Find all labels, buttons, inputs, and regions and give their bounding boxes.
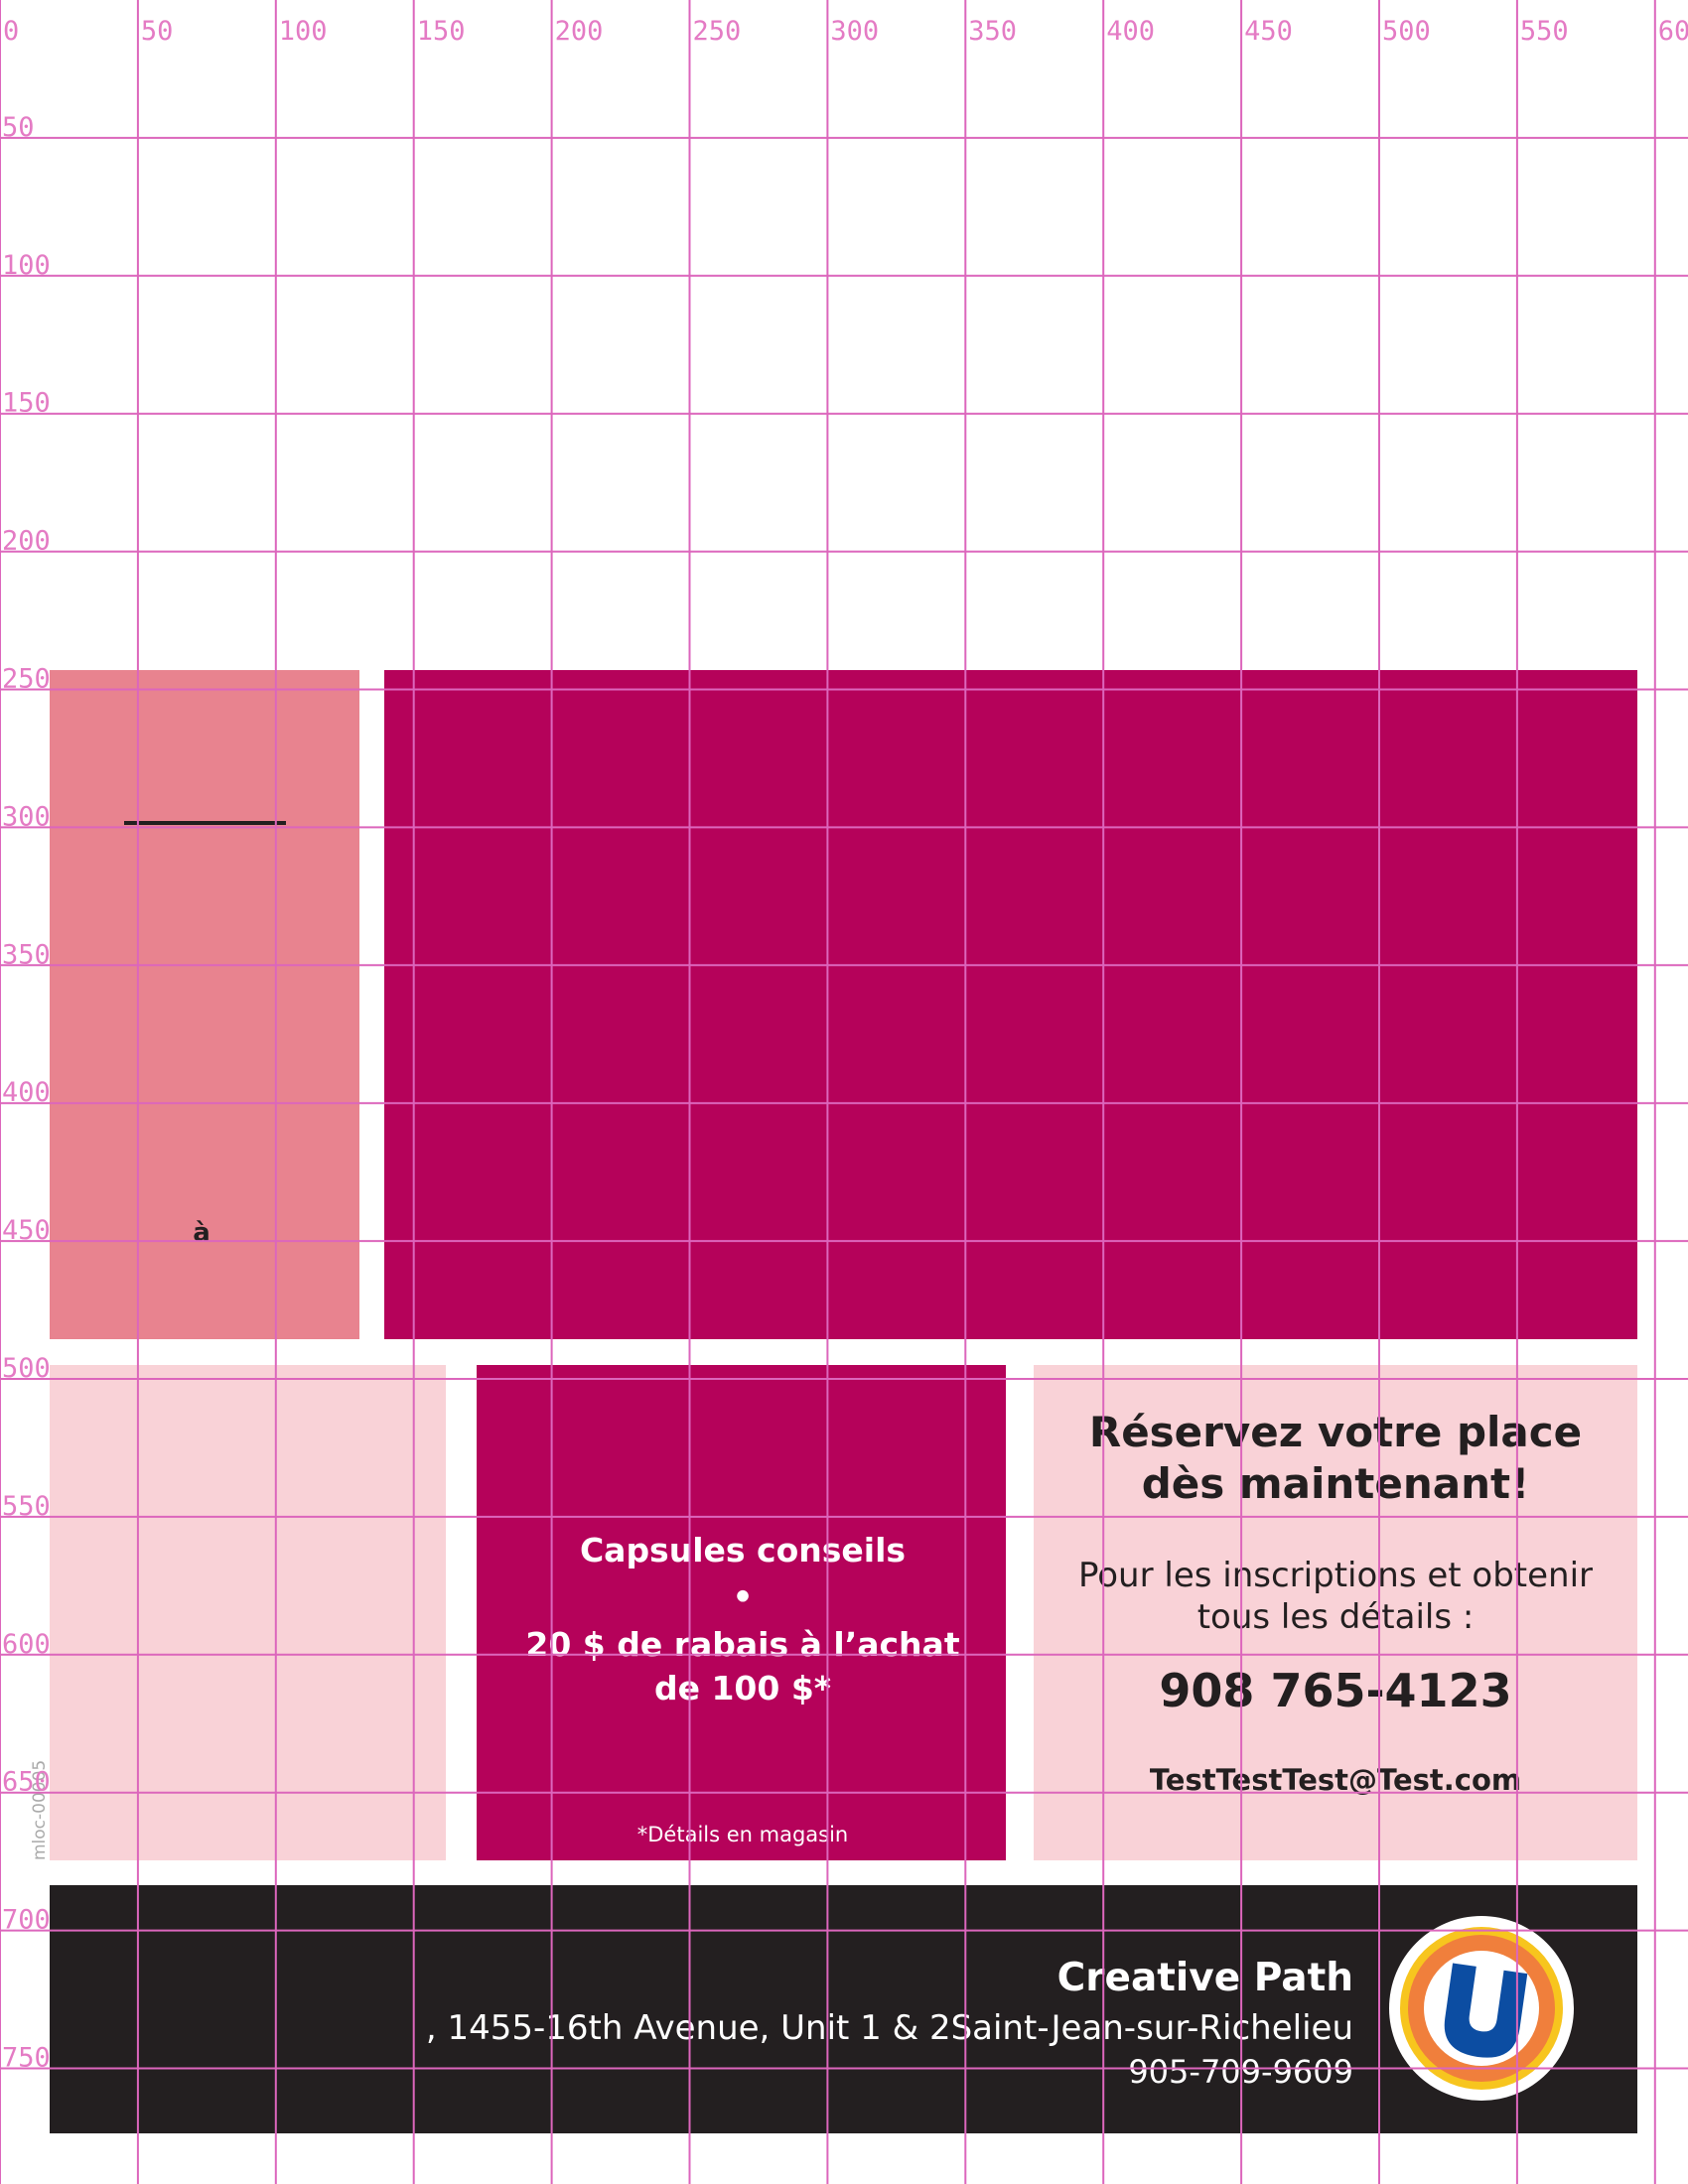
footer-name: Creative Path xyxy=(1057,1956,1353,2000)
grid-label: 50 xyxy=(141,16,174,47)
reserve-text: tous les détails : xyxy=(1197,1597,1475,1637)
reserve-phone: 908 765-4123 xyxy=(1159,1664,1511,1717)
reserve-email: TestTestTest@Test.com xyxy=(1150,1763,1521,1797)
reserve-title: Réservez votre place xyxy=(1089,1408,1582,1456)
grid-label: 400 xyxy=(2,1077,51,1108)
grid-label: 600 xyxy=(2,1629,51,1660)
grid-label: 550 xyxy=(1520,16,1569,47)
grid-label: 0 xyxy=(3,16,19,47)
promo-panel xyxy=(477,1365,1006,1860)
grid-label: 750 xyxy=(2,2043,51,2074)
grid-label: 650 xyxy=(2,1767,51,1798)
grid-label: 100 xyxy=(2,250,51,281)
reserve-panel xyxy=(1034,1365,1637,1860)
grid-label: 250 xyxy=(693,16,742,47)
grid-label: 550 xyxy=(2,1491,51,1522)
footer xyxy=(50,1885,1637,2133)
logo xyxy=(1389,1916,1574,2101)
grid-label: 600 xyxy=(1658,16,1688,47)
grid-label: 350 xyxy=(968,16,1017,47)
promo-text: de 100 $* xyxy=(654,1669,831,1707)
grid-label: 200 xyxy=(2,526,51,557)
grid-label: 150 xyxy=(2,388,51,419)
grid-label: 250 xyxy=(2,664,51,695)
grid-label: 450 xyxy=(2,1215,51,1246)
grid-label: 400 xyxy=(1106,16,1155,47)
reserve-title: dès maintenant! xyxy=(1142,1459,1530,1508)
grid-label: 450 xyxy=(1244,16,1293,47)
grid-label: 300 xyxy=(2,801,51,832)
letter: à xyxy=(193,1218,211,1248)
light-panel xyxy=(50,1365,446,1860)
grid-label: 500 xyxy=(2,1353,51,1384)
grid-label: 500 xyxy=(1382,16,1431,47)
grid-label: 200 xyxy=(555,16,604,47)
promo-text: Capsules conseils xyxy=(580,1531,906,1570)
promo-text: 20 $ de rabais à l’achat xyxy=(525,1625,959,1664)
grid-label: 700 xyxy=(2,1905,51,1936)
grid-label: 300 xyxy=(830,16,879,47)
promo-bullet: • xyxy=(732,1577,753,1616)
grid-label: 350 xyxy=(2,939,51,970)
left-panel xyxy=(50,670,359,1339)
grid-label: 150 xyxy=(417,16,466,47)
reserve-text: Pour les inscriptions et obtenir xyxy=(1078,1556,1593,1595)
grid-label: 50 xyxy=(2,112,35,143)
hero-panel xyxy=(384,670,1637,1339)
side-code: mloc-00005 xyxy=(30,1760,50,1860)
promo-note: *Détails en magasin xyxy=(637,1823,849,1846)
footer-address: , 1455-16th Avenue, Unit 1 & 2Saint-Jean… xyxy=(426,2008,1353,2048)
grid-label: 100 xyxy=(279,16,328,47)
